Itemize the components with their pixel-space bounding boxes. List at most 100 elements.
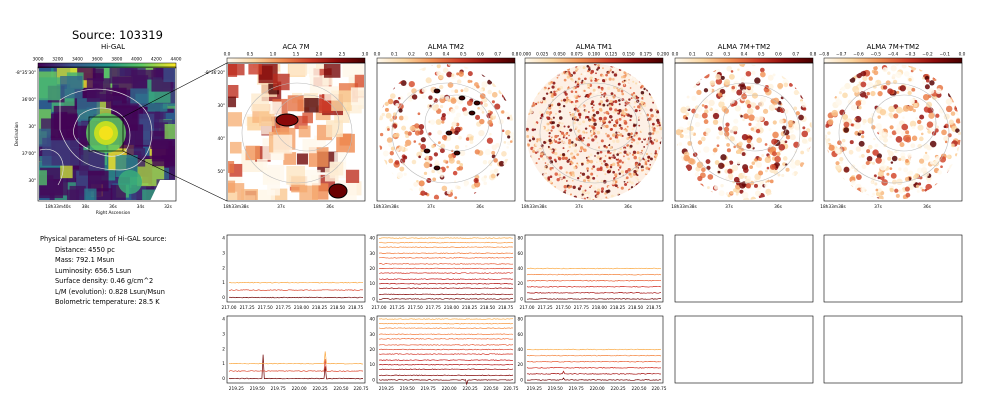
map-pixel: [544, 170, 549, 174]
map-pixel: [401, 188, 405, 193]
spectrum-x-tick: 220.50: [333, 386, 348, 392]
map-pixel: [566, 129, 569, 132]
map-pixel: [387, 178, 393, 184]
param-surface-density: Surface density: 0.46 g/cm^2: [55, 277, 154, 285]
map-pixel: [769, 179, 774, 184]
map-pixel: [526, 143, 530, 147]
map-pixel: [573, 195, 577, 199]
map-pixel: [546, 116, 549, 119]
map-pixel: [526, 135, 530, 138]
map-pixel: [597, 79, 602, 84]
map-pixel: [594, 161, 597, 164]
map-pixel: [539, 168, 543, 172]
map-pixel: [106, 87, 127, 109]
map-pixel: [641, 64, 644, 66]
map-pixel: [955, 128, 960, 133]
map-pixel: [712, 112, 720, 120]
map-pixel: [492, 64, 498, 69]
map-pixel: [437, 141, 441, 145]
map-pixel: [565, 171, 568, 174]
map-pixel: [860, 186, 866, 193]
map-pixel: [392, 112, 397, 117]
map-pixel: [858, 105, 862, 110]
spectrum-y-tick: 40: [518, 347, 524, 353]
colorbar-tick-label: 0.000: [519, 52, 532, 58]
map-pixel: [589, 131, 592, 134]
map-pixel: [624, 108, 628, 112]
map-pixel: [543, 88, 546, 91]
map-pixel: [717, 170, 721, 174]
colorbar-strip: [376, 57, 516, 64]
map-pixel: [882, 137, 888, 143]
map-pixel: [526, 89, 531, 93]
map-pixel: [687, 181, 694, 188]
map-pixel: [578, 194, 582, 198]
map-pixel: [568, 150, 571, 154]
map-pixel: [651, 126, 654, 129]
spectrum-line: [378, 282, 513, 285]
map-pixel: [130, 88, 149, 107]
image-x-tick: 37s: [277, 204, 285, 210]
map-pixel: [532, 77, 536, 80]
map-pixel: [561, 72, 564, 75]
map-pixel: [501, 64, 504, 67]
map-pixel: [504, 80, 511, 86]
map-pixel: [905, 158, 910, 163]
map-pixel: [858, 155, 862, 159]
map-pixel: [458, 165, 464, 171]
map-pixel: [874, 182, 878, 186]
spectrum-x-tick: 220.75: [353, 386, 368, 392]
spectrum-line: [378, 293, 514, 296]
map-pixel: [570, 161, 574, 165]
map-pixel: [378, 159, 383, 165]
map-pixel: [611, 112, 615, 116]
map-pixel: [944, 184, 948, 189]
map-pixel: [273, 134, 293, 154]
map-pixel: [855, 89, 859, 93]
map-pixel: [479, 93, 486, 99]
map-pixel: [684, 192, 688, 196]
map-pixel: [577, 112, 582, 117]
image-panel-0: [226, 62, 366, 202]
map-pixel: [648, 117, 652, 121]
map-pixel: [644, 81, 648, 85]
map-pixel: [781, 173, 785, 178]
map-pixel: [843, 183, 849, 188]
spectrum-x-tick: 217.50: [408, 305, 423, 311]
map-pixel: [467, 79, 471, 84]
map-pixel: [256, 159, 268, 170]
spectrum-x-tick: 218.50: [330, 305, 345, 311]
map-pixel: [600, 131, 603, 134]
map-pixel: [726, 148, 731, 153]
map-pixel: [685, 105, 690, 110]
map-pixel: [945, 105, 953, 113]
map-pixel: [544, 100, 547, 104]
map-pixel: [874, 143, 879, 148]
map-pixel: [620, 75, 624, 79]
map-pixel: [839, 156, 844, 162]
map-pixel: [639, 107, 643, 110]
map-pixel: [739, 181, 746, 189]
map-pixel: [647, 78, 650, 81]
map-pixel: [548, 81, 552, 86]
map-pixel: [531, 176, 534, 180]
map-pixel: [715, 78, 723, 85]
map-pixel: [651, 174, 656, 179]
map-pixel: [660, 69, 662, 72]
contour-line: [241, 82, 353, 184]
map-pixel: [420, 190, 426, 196]
map-pixel: [743, 167, 749, 173]
map-pixel: [879, 108, 887, 116]
map-pixel: [686, 64, 690, 67]
map-pixel: [618, 124, 622, 127]
map-pixel: [580, 73, 583, 75]
map-pixel: [619, 127, 622, 130]
map-pixel: [508, 96, 514, 103]
map-pixel: [624, 64, 627, 67]
map-pixel: [655, 81, 659, 85]
map-pixel: [504, 111, 510, 117]
map-pixel: [536, 68, 540, 72]
map-pixel: [547, 145, 550, 148]
map-pixel: [604, 155, 607, 157]
